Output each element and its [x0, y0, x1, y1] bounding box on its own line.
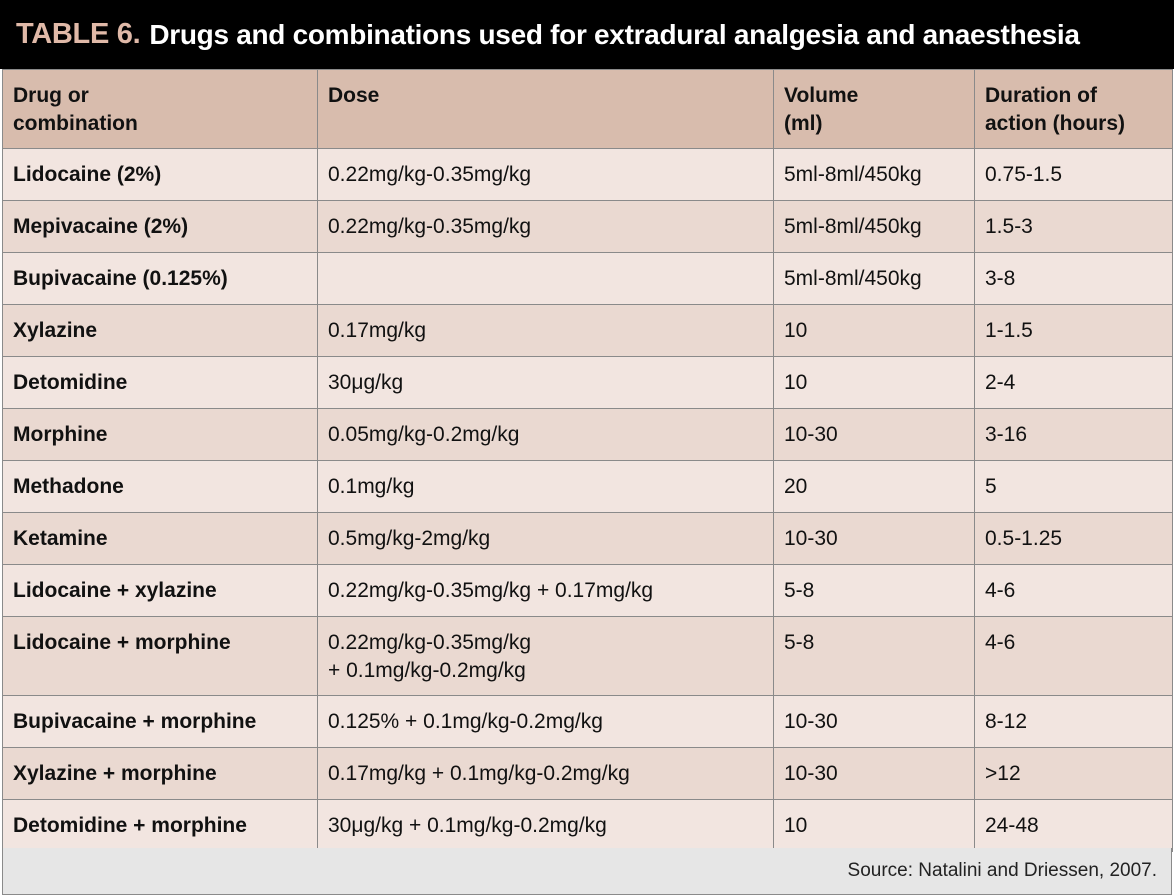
cell-volume: 10-30 [773, 747, 975, 800]
header-volume: Volume (ml) [773, 69, 975, 149]
cell-volume: 10 [773, 799, 975, 852]
source-citation: Source: Natalini and Driessen, 2007. [847, 860, 1157, 881]
cell-duration: 24-48 [974, 799, 1173, 852]
table-row: Detomidine 30μg/kg 10 2-4 [2, 356, 1173, 409]
cell-dose: 0.17mg/kg + 0.1mg/kg-0.2mg/kg [317, 747, 774, 800]
table-row: Ketamine 0.5mg/kg-2mg/kg 10-30 0.5-1.25 [2, 512, 1173, 565]
cell-duration: >12 [974, 747, 1173, 800]
cell-volume: 5-8 [773, 564, 975, 617]
cell-dose: 0.5mg/kg-2mg/kg [317, 512, 774, 565]
cell-dose: 0.22mg/kg-0.35mg/kg + 0.1mg/kg-0.2mg/kg [317, 616, 774, 696]
cell-duration: 0.75-1.5 [974, 148, 1173, 201]
cell-drug: Bupivacaine + morphine [2, 695, 318, 748]
table-row: Xylazine 0.17mg/kg 10 1-1.5 [2, 304, 1173, 357]
cell-dose: 0.22mg/kg-0.35mg/kg [317, 200, 774, 253]
table-row: Bupivacaine + morphine 0.125% + 0.1mg/kg-… [2, 695, 1173, 748]
cell-drug: Morphine [2, 408, 318, 461]
cell-dose: 30μg/kg [317, 356, 774, 409]
cell-duration: 5 [974, 460, 1173, 513]
cell-volume: 20 [773, 460, 975, 513]
header-dose: Dose [317, 69, 774, 149]
cell-duration: 1.5-3 [974, 200, 1173, 253]
cell-dose: 0.17mg/kg [317, 304, 774, 357]
cell-volume: 10 [773, 356, 975, 409]
cell-drug: Detomidine + morphine [2, 799, 318, 852]
cell-drug: Detomidine [2, 356, 318, 409]
header-row: Drug or combination Dose Volume (ml) Dur… [2, 69, 1173, 149]
cell-duration: 3-8 [974, 252, 1173, 305]
cell-drug: Ketamine [2, 512, 318, 565]
table-row: Xylazine + morphine 0.17mg/kg + 0.1mg/kg-… [2, 747, 1173, 800]
cell-dose [317, 252, 774, 305]
cell-dose: 0.125% + 0.1mg/kg-0.2mg/kg [317, 695, 774, 748]
table-row: Mepivacaine (2%) 0.22mg/kg-0.35mg/kg 5ml-8… [2, 200, 1173, 253]
cell-dose: 0.05mg/kg-0.2mg/kg [317, 408, 774, 461]
table-title: Drugs and combinations used for extradur… [149, 18, 1080, 50]
cell-duration: 4-6 [974, 616, 1173, 696]
table-row: Lidocaine (2%) 0.22mg/kg-0.35mg/kg 5ml-8ml… [2, 148, 1173, 201]
cell-duration: 8-12 [974, 695, 1173, 748]
cell-volume: 5ml-8ml/450kg [773, 148, 975, 201]
cell-volume: 10 [773, 304, 975, 357]
table-row: Methadone 0.1mg/kg 20 5 [2, 460, 1173, 513]
cell-duration: 2-4 [974, 356, 1173, 409]
cell-drug: Bupivacaine (0.125%) [2, 252, 318, 305]
cell-volume: 10-30 [773, 408, 975, 461]
cell-drug: Lidocaine + xylazine [2, 564, 318, 617]
table-footer: Source: Natalini and Driessen, 2007. [2, 848, 1172, 895]
title-bar: TABLE 6. Drugs and combinations used for… [0, 0, 1174, 69]
table-row: Bupivacaine (0.125%) 5ml-8ml/450kg 3-8 [2, 252, 1173, 305]
cell-volume: 10-30 [773, 695, 975, 748]
table-body: Lidocaine (2%) 0.22mg/kg-0.35mg/kg 5ml-8ml… [2, 148, 1173, 852]
cell-drug: Mepivacaine (2%) [2, 200, 318, 253]
cell-drug: Xylazine + morphine [2, 747, 318, 800]
cell-drug: Xylazine [2, 304, 318, 357]
cell-dose: 0.22mg/kg-0.35mg/kg [317, 148, 774, 201]
drug-table: Drug or combination Dose Volume (ml) Dur… [2, 69, 1173, 852]
cell-drug: Lidocaine + morphine [2, 616, 318, 696]
table-row: Lidocaine + morphine 0.22mg/kg-0.35mg/kg +… [2, 616, 1173, 696]
cell-dose: 0.22mg/kg-0.35mg/kg + 0.17mg/kg [317, 564, 774, 617]
cell-drug: Methadone [2, 460, 318, 513]
cell-dose: 0.1mg/kg [317, 460, 774, 513]
table-row: Detomidine + morphine 30μg/kg + 0.1mg/kg-… [2, 799, 1173, 852]
cell-volume: 5ml-8ml/450kg [773, 252, 975, 305]
cell-duration: 1-1.5 [974, 304, 1173, 357]
header-drug: Drug or combination [2, 69, 318, 149]
table-row: Lidocaine + xylazine 0.22mg/kg-0.35mg/kg … [2, 564, 1173, 617]
cell-duration: 3-16 [974, 408, 1173, 461]
header-duration: Duration of action (hours) [974, 69, 1173, 149]
cell-duration: 4-6 [974, 564, 1173, 617]
cell-drug: Lidocaine (2%) [2, 148, 318, 201]
cell-dose: 30μg/kg + 0.1mg/kg-0.2mg/kg [317, 799, 774, 852]
cell-duration: 0.5-1.25 [974, 512, 1173, 565]
cell-volume: 10-30 [773, 512, 975, 565]
table-number: TABLE 6. [16, 18, 141, 50]
cell-volume: 5-8 [773, 616, 975, 696]
table-row: Morphine 0.05mg/kg-0.2mg/kg 10-30 3-16 [2, 408, 1173, 461]
cell-volume: 5ml-8ml/450kg [773, 200, 975, 253]
